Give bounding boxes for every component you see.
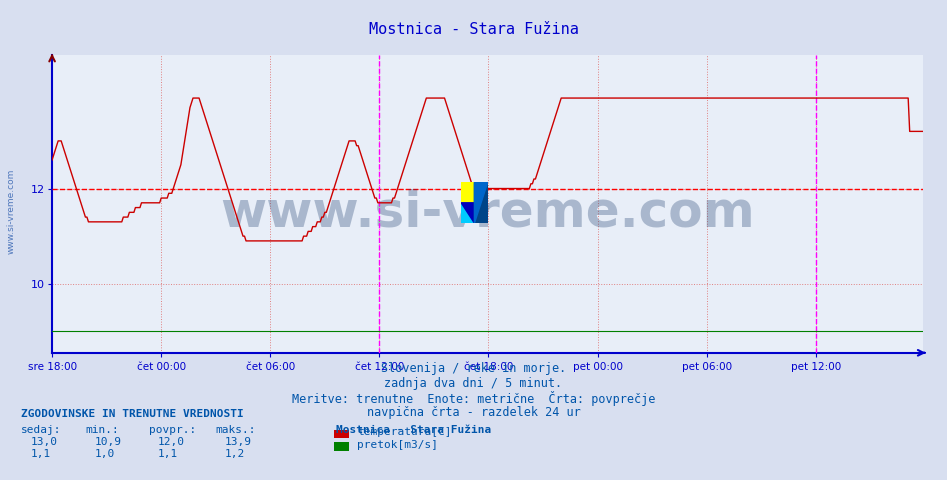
Text: zadnja dva dni / 5 minut.: zadnja dva dni / 5 minut.: [384, 377, 563, 390]
Text: min.:: min.:: [85, 425, 119, 435]
Text: sedaj:: sedaj:: [21, 425, 62, 435]
Text: 1,0: 1,0: [95, 449, 115, 459]
Text: www.si-vreme.com: www.si-vreme.com: [7, 168, 16, 254]
Text: 13,9: 13,9: [224, 437, 252, 447]
Text: pretok[m3/s]: pretok[m3/s]: [357, 440, 438, 450]
Text: 1,1: 1,1: [30, 449, 50, 459]
Text: Meritve: trenutne  Enote: metrične  Črta: povprečje: Meritve: trenutne Enote: metrične Črta: …: [292, 391, 655, 406]
Text: 1,1: 1,1: [158, 449, 178, 459]
Text: maks.:: maks.:: [215, 425, 256, 435]
Text: ZGODOVINSKE IN TRENUTNE VREDNOSTI: ZGODOVINSKE IN TRENUTNE VREDNOSTI: [21, 409, 243, 420]
Polygon shape: [461, 203, 474, 223]
Text: Mostnica - Stara Fužina: Mostnica - Stara Fužina: [368, 22, 579, 36]
Polygon shape: [474, 182, 488, 223]
Text: 12,0: 12,0: [158, 437, 186, 447]
Bar: [461, 182, 474, 203]
Text: povpr.:: povpr.:: [149, 425, 196, 435]
Text: www.si-vreme.com: www.si-vreme.com: [221, 189, 755, 237]
Text: 13,0: 13,0: [30, 437, 58, 447]
Bar: [474, 182, 488, 223]
Text: navpična črta - razdelek 24 ur: navpična črta - razdelek 24 ur: [366, 406, 581, 419]
Text: Slovenija / reke in morje.: Slovenija / reke in morje.: [381, 362, 566, 375]
Text: 1,2: 1,2: [224, 449, 244, 459]
Text: temperatura[C]: temperatura[C]: [357, 428, 452, 437]
Text: Mostnica - Stara Fužina: Mostnica - Stara Fužina: [336, 425, 491, 435]
Text: 10,9: 10,9: [95, 437, 122, 447]
Polygon shape: [461, 203, 474, 223]
